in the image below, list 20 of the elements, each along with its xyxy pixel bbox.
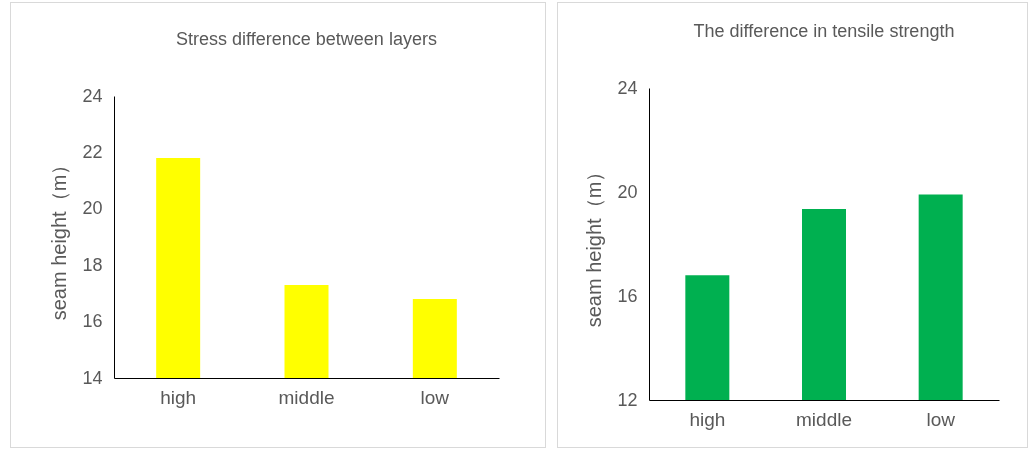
y-tick-label: 12 [617,389,638,410]
y-tick-label: 20 [82,198,103,219]
y-tick-label: 16 [617,285,638,306]
x-tick-label: middle [796,408,852,430]
y-tick-label: 22 [82,141,103,162]
x-tick-label: low [420,386,450,408]
y-tick-label: 20 [617,181,638,202]
y-axis-title: seam height（m） [583,161,606,328]
x-tick-label: middle [278,386,335,408]
y-axis-title: seam height（m） [48,154,71,321]
y-tick-label: 24 [617,77,638,98]
y-tick-label: 18 [82,254,103,275]
chart-title: The difference in tensile strength [693,21,955,41]
x-tick-label: high [689,408,726,430]
x-tick-label: low [926,408,956,430]
x-tick-label: high [160,386,197,408]
chart-title: Stress difference between layers [176,29,437,49]
y-tick-label: 14 [82,367,103,388]
y-tick-label: 24 [82,85,103,106]
y-tick-label: 16 [82,311,103,332]
